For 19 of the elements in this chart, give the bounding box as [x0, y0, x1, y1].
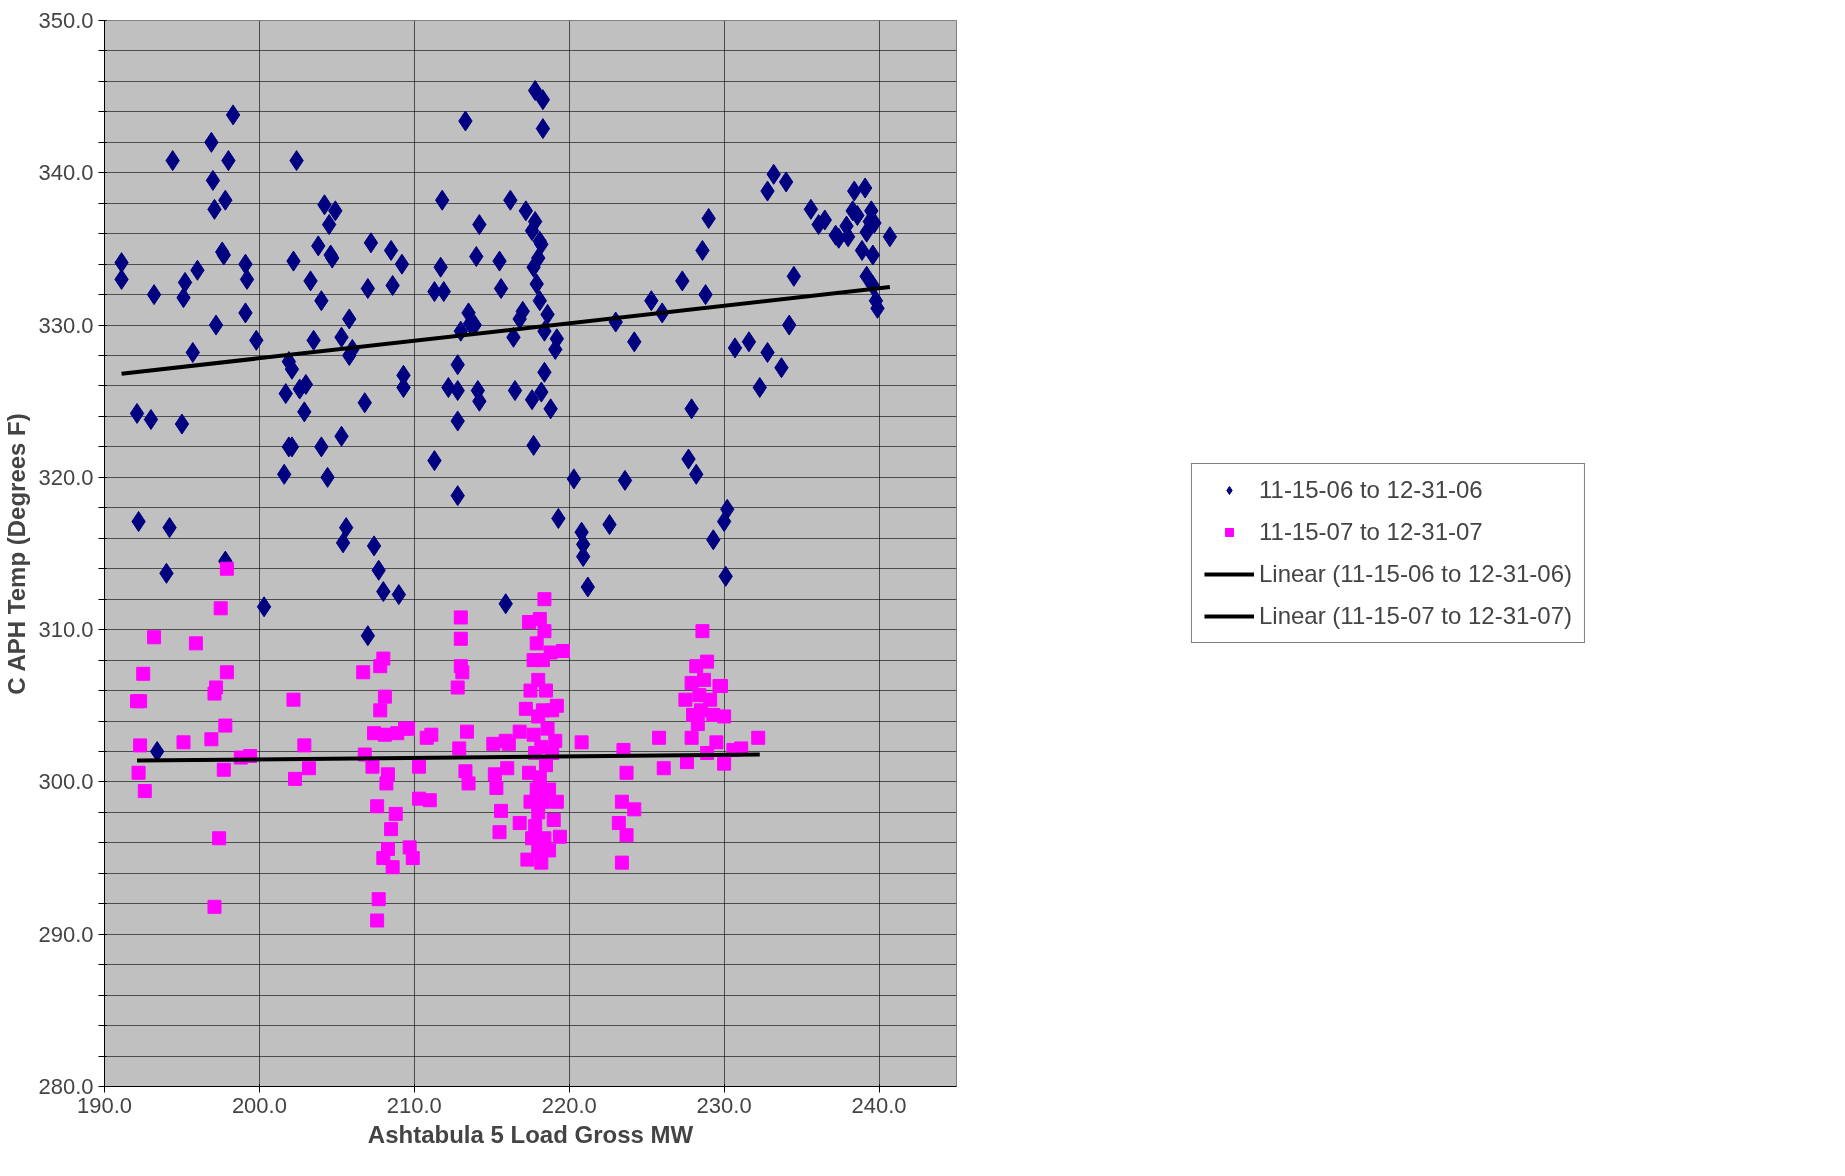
x-tick-label: 210.0	[386, 1092, 442, 1118]
y-tick-label: 330.0	[38, 312, 94, 338]
legend-label: 11-15-07 to 12-31-07	[1258, 518, 1483, 546]
y-tick-label: 300.0	[38, 769, 94, 795]
y-tick-label: 280.0	[38, 1074, 94, 1099]
x-tick-label: 220.0	[541, 1092, 597, 1118]
x-tick-label: 200.0	[231, 1092, 287, 1118]
y-tick-label: 320.0	[38, 464, 94, 490]
legend-label: Linear (11-15-06 to 12-31-06)	[1258, 560, 1573, 588]
y-tick-label: 310.0	[38, 617, 94, 643]
y-tick-label: 340.0	[38, 160, 94, 186]
y-tick-label: 290.0	[38, 921, 94, 947]
x-axis-title: Ashtabula 5 Load Gross MW	[367, 1120, 694, 1148]
legend-label: Linear (11-15-07 to 12-31-07)	[1258, 602, 1573, 630]
y-tick-label: 350.0	[38, 8, 94, 33]
x-tick-label: 230.0	[696, 1092, 752, 1118]
legend-label: 11-15-06 to 12-31-06	[1258, 476, 1483, 504]
y-axis-title: C APH Temp (Degrees F)	[3, 413, 31, 695]
x-tick-label: 240.0	[851, 1092, 907, 1118]
